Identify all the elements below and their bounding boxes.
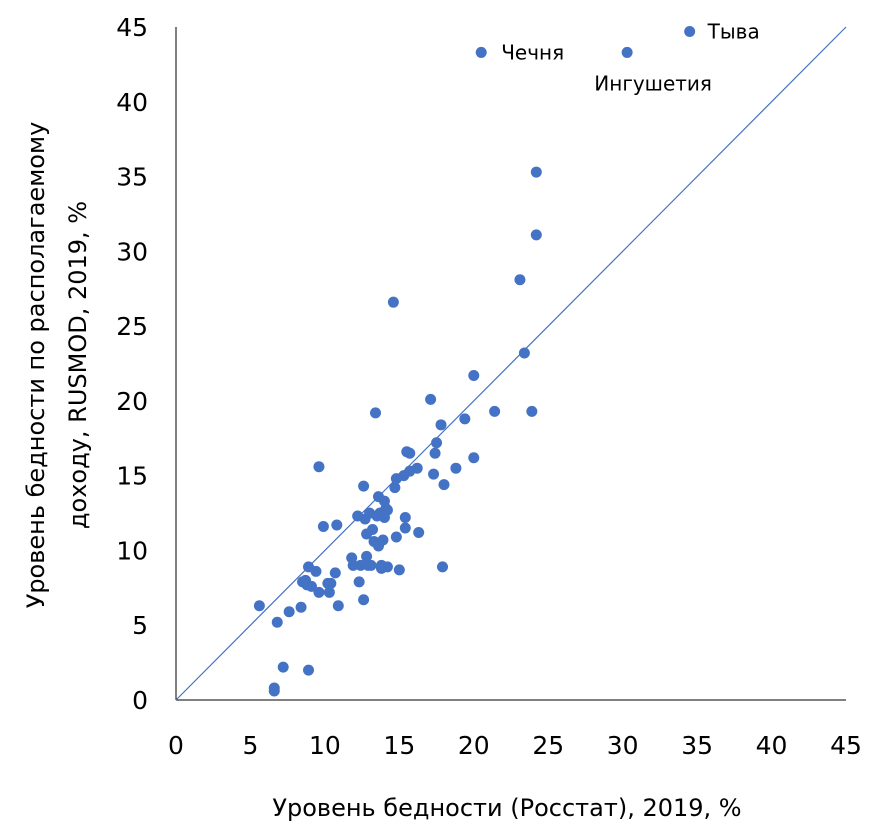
- data-point: [393, 564, 405, 576]
- data-point: [431, 437, 443, 449]
- data-point: [489, 405, 501, 417]
- data-point: [438, 479, 450, 491]
- data-point: [317, 521, 329, 533]
- data-point: [358, 480, 370, 492]
- data-point: [295, 601, 307, 613]
- y-tick-label: 35: [116, 163, 148, 192]
- labeled-data-point: [621, 46, 633, 58]
- x-tick-label: 15: [383, 731, 415, 760]
- data-point: [358, 594, 370, 606]
- x-tick-label: 25: [532, 731, 564, 760]
- x-tick-label: 20: [458, 731, 490, 760]
- data-point: [450, 462, 462, 474]
- data-point: [268, 682, 280, 694]
- x-tick-label: 40: [756, 731, 788, 760]
- data-point: [404, 447, 416, 459]
- x-tick-labels: 0 5 10 15 20 25 30 35 40 45: [168, 731, 862, 760]
- labeled-data-point: [475, 46, 487, 58]
- y-tick-label: 30: [116, 237, 148, 266]
- data-point: [323, 586, 335, 598]
- point-label: Ингушетия: [594, 71, 712, 95]
- data-point: [390, 531, 402, 543]
- y-tick-labels: 0 5 10 15 20 25 30 35 40 45: [116, 13, 148, 715]
- data-point: [381, 561, 393, 573]
- data-point: [468, 369, 480, 381]
- labeled-points: Тыва Чечня Ингушетия: [475, 19, 760, 95]
- data-point: [331, 519, 343, 531]
- data-point: [425, 393, 437, 405]
- data-point: [313, 586, 325, 598]
- data-point: [459, 413, 471, 425]
- data-point: [399, 512, 411, 524]
- labeled-data-point: [684, 25, 696, 37]
- data-point: [370, 407, 382, 419]
- data-point: [325, 577, 337, 589]
- x-tick-label: 35: [681, 731, 713, 760]
- y-tick-label: 0: [132, 686, 148, 715]
- data-point: [389, 482, 401, 494]
- data-point: [283, 606, 295, 618]
- data-point: [253, 600, 265, 612]
- x-axis-title: Уровень бедности (Росстат), 2019, %: [272, 794, 741, 822]
- data-point: [305, 580, 317, 592]
- reference-line-group: [175, 26, 847, 701]
- y-tick-label: 10: [116, 536, 148, 565]
- y-tick-label: 20: [116, 387, 148, 416]
- data-point: [435, 419, 447, 431]
- x-tick-label: 45: [830, 731, 862, 760]
- y-tick-label: 45: [116, 13, 148, 42]
- data-point: [271, 616, 283, 628]
- y-axis-title-line1: Уровень бедности по располагаемому: [22, 122, 50, 609]
- data-point: [387, 296, 399, 308]
- data-point: [399, 522, 411, 534]
- point-label: Чечня: [501, 40, 564, 64]
- x-tick-label: 10: [309, 731, 341, 760]
- data-points: [253, 166, 542, 697]
- y-axis-title-line2: доходу, RUSMOD, 2019, %: [64, 201, 92, 529]
- data-point: [313, 461, 325, 473]
- data-point: [332, 600, 344, 612]
- data-point: [411, 462, 423, 474]
- data-point: [367, 524, 379, 536]
- reference-line-45deg: [175, 26, 847, 701]
- data-point: [365, 559, 377, 571]
- data-point: [437, 561, 449, 573]
- y-tick-label: 15: [116, 462, 148, 491]
- data-point: [310, 565, 322, 577]
- x-tick-label: 0: [168, 731, 184, 760]
- data-point: [329, 567, 341, 579]
- data-point: [303, 664, 315, 676]
- data-point: [518, 347, 530, 359]
- axes: [175, 27, 846, 701]
- data-point: [353, 576, 365, 588]
- data-point: [514, 274, 526, 286]
- data-point: [429, 447, 441, 459]
- data-point: [468, 452, 480, 464]
- x-tick-label: 30: [607, 731, 639, 760]
- data-point: [526, 405, 538, 417]
- data-point: [428, 468, 440, 480]
- data-point: [530, 229, 542, 241]
- data-point: [277, 661, 289, 673]
- y-tick-label: 40: [116, 88, 148, 117]
- data-point: [361, 550, 373, 562]
- data-point: [381, 504, 393, 516]
- x-tick-label: 5: [242, 731, 258, 760]
- data-point: [413, 526, 425, 538]
- point-label: Тыва: [707, 19, 760, 43]
- y-tick-label: 5: [132, 611, 148, 640]
- data-point: [377, 534, 389, 546]
- data-point: [530, 166, 542, 178]
- y-tick-label: 25: [116, 312, 148, 341]
